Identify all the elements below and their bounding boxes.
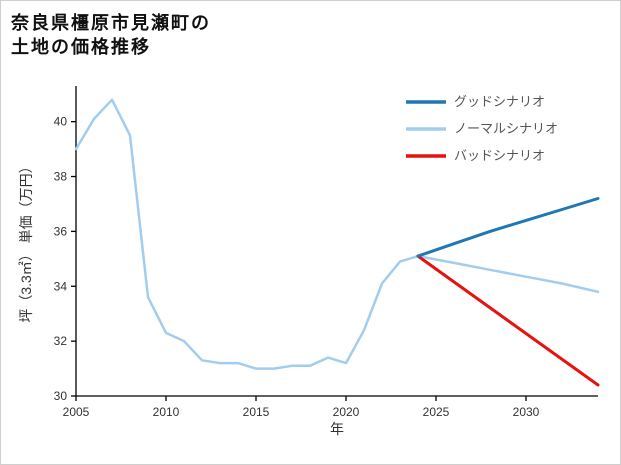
x-tick-label: 2005 xyxy=(63,405,90,419)
x-tick-label: 2025 xyxy=(423,405,450,419)
y-tick-label: 30 xyxy=(54,389,68,403)
chart-title-line2: 土地の価格推移 xyxy=(11,36,151,57)
chart-title-line1: 奈良県橿原市見瀬町の xyxy=(10,12,211,33)
series-line-normal xyxy=(74,98,600,370)
axes: 2005 2010 2015 2020 2025 2030 30 32 34 36 38 40 xyxy=(54,86,598,419)
x-tick-label: 2020 xyxy=(333,405,360,419)
series-lines xyxy=(74,98,600,387)
y-tick-label: 40 xyxy=(54,115,68,129)
y-tick-label: 34 xyxy=(54,279,68,293)
y-tick-label: 36 xyxy=(54,224,68,238)
legend-label-bad: バッドシナリオ xyxy=(454,148,545,163)
x-axis-label: 年 xyxy=(330,421,344,437)
x-tick-label: 2030 xyxy=(513,405,540,419)
y-axis-label: 坪（3.3㎡） 単価（万円） xyxy=(18,159,34,322)
y-tick-label: 38 xyxy=(54,170,68,184)
x-tick-label: 2015 xyxy=(243,405,270,419)
y-tick-label: 32 xyxy=(54,334,68,348)
series-line-bad xyxy=(416,254,600,387)
legend-label-normal: ノーマルシナリオ xyxy=(454,121,558,136)
legend-label-good: グッドシナリオ xyxy=(454,94,545,109)
x-tick-label: 2010 xyxy=(153,405,180,419)
series-line-good xyxy=(416,197,600,258)
